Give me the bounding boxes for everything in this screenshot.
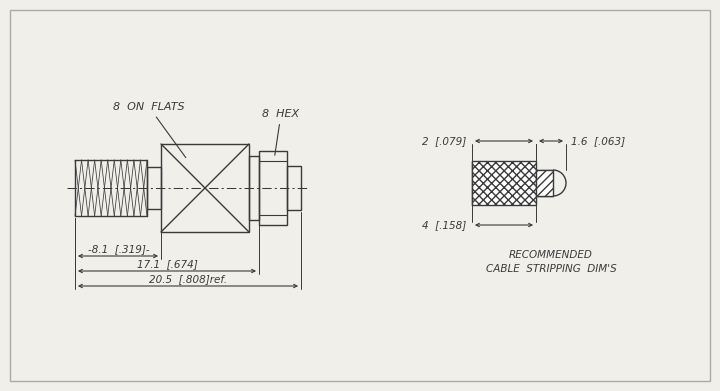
Text: 17.1  [.674]: 17.1 [.674] [137, 259, 197, 269]
Text: 1.6  [.063]: 1.6 [.063] [571, 136, 625, 146]
Text: 4  [.158]: 4 [.158] [422, 220, 466, 230]
Bar [259, 151, 287, 225]
Bar [536, 170, 553, 196]
Text: RECOMMENDED
CABLE  STRIPPING  DIM'S: RECOMMENDED CABLE STRIPPING DIM'S [485, 250, 616, 274]
Bar [287, 166, 301, 210]
Bar [161, 144, 249, 232]
Bar [147, 167, 161, 209]
Bar [472, 161, 536, 205]
Text: 8  ON  FLATS: 8 ON FLATS [113, 102, 186, 158]
Bar [249, 156, 259, 220]
Text: -8.1  [.319]-: -8.1 [.319]- [88, 244, 150, 254]
Text: 2  [.079]: 2 [.079] [422, 136, 466, 146]
Text: 20.5  [.808]ref.: 20.5 [.808]ref. [149, 274, 227, 284]
Text: 8  HEX: 8 HEX [262, 109, 300, 155]
